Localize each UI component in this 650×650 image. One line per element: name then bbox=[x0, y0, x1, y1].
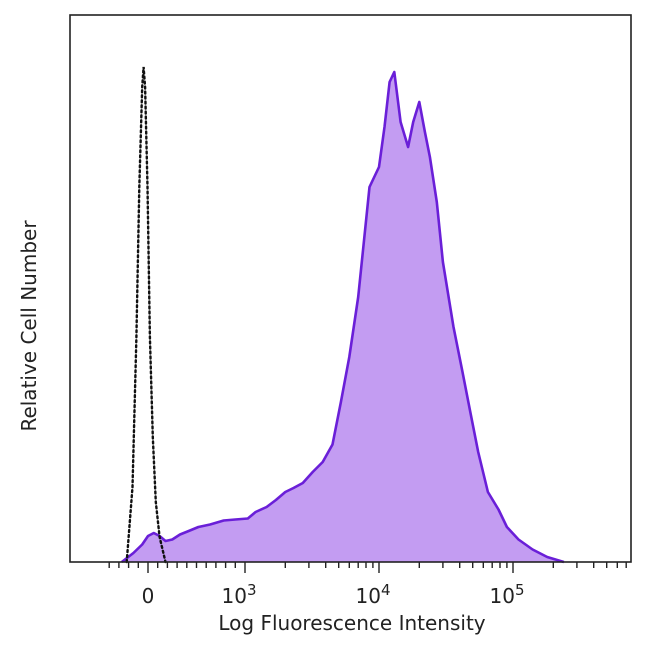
x-axis: 0 103 104 105 bbox=[108, 562, 627, 608]
x-tick-label: 105 bbox=[490, 581, 525, 608]
sample-histogram-line bbox=[121, 70, 565, 564]
x-tick-label: 103 bbox=[222, 581, 257, 608]
plot-frame bbox=[69, 14, 632, 563]
plot-area bbox=[121, 66, 565, 564]
sample-histogram-fill bbox=[121, 72, 564, 562]
x-tick-label: 0 bbox=[142, 584, 155, 608]
x-tick-label: 104 bbox=[356, 581, 391, 608]
control-histogram-line bbox=[125, 66, 167, 564]
x-axis-label: Log Fluorescence Intensity bbox=[218, 611, 485, 635]
y-axis-label: Relative Cell Number bbox=[17, 220, 41, 432]
